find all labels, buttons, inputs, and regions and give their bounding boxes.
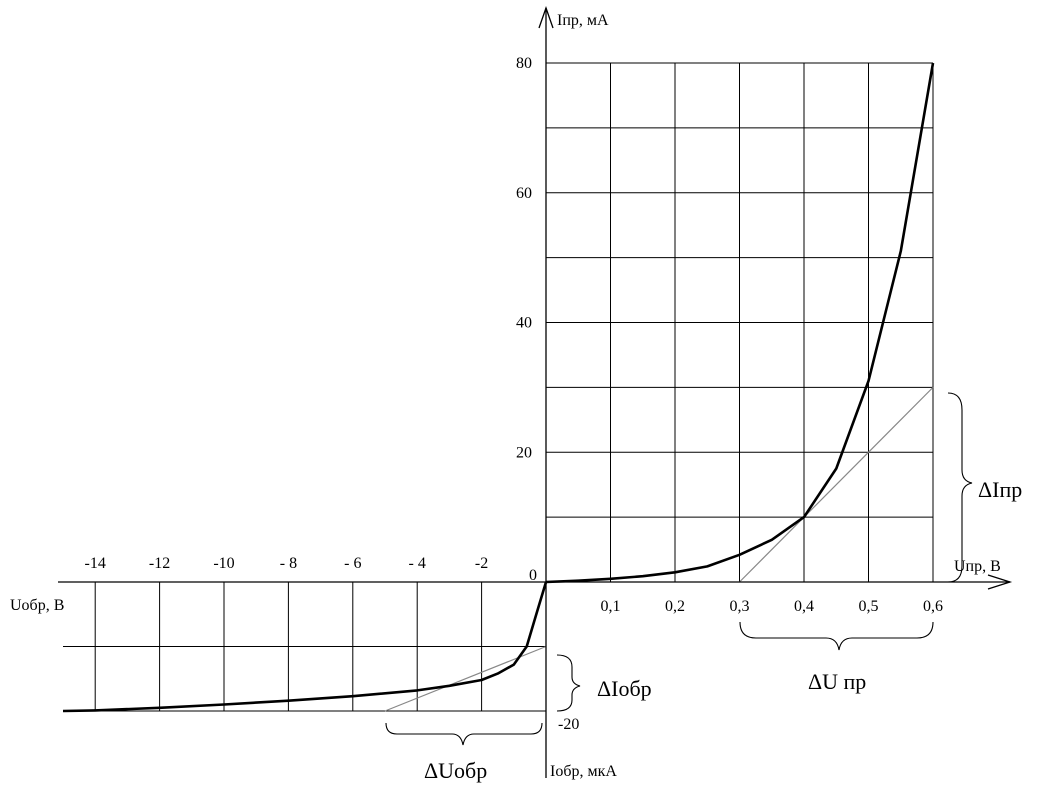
forward-voltage-tick-label: 0,6 — [923, 598, 943, 615]
delta-u-reverse-brace — [385, 722, 543, 746]
reverse-tangent-line — [384, 645, 547, 712]
delta-u-forward-brace — [739, 621, 934, 651]
reverse-voltage-tick-label: -14 — [85, 555, 106, 572]
forward-tangent-line — [739, 386, 934, 583]
reverse-current-axis-label: Iобр, мкА — [550, 763, 617, 780]
reverse-voltage-tick-label: - 6 — [344, 555, 361, 572]
delta-i-reverse-label: ΔIобр — [597, 676, 652, 701]
reverse-current-tick-label: -20 — [558, 716, 579, 733]
forward-voltage-tick-label: 0,5 — [859, 598, 879, 615]
delta-u-forward-label: ΔU пр — [808, 669, 866, 694]
reverse-iv-curve — [62, 581, 548, 713]
forward-current-axis-label: Iпр, мА — [557, 12, 609, 29]
curves — [62, 62, 935, 713]
delta-u-reverse-label: ΔUобр — [424, 758, 487, 783]
delta-i-forward-brace — [947, 392, 973, 583]
forward-voltage-tick-label: 0,2 — [665, 598, 685, 615]
forward-voltage-tick-label: 0,1 — [601, 598, 621, 615]
braces — [385, 392, 973, 746]
forward-voltage-axis-label: Uпр, В — [954, 558, 1001, 575]
forward-current-tick-label: 80 — [516, 55, 532, 72]
horizontal-axis-arrow — [987, 574, 1013, 590]
forward-voltage-tick-label: 0,4 — [794, 598, 814, 615]
forward-iv-curve — [545, 62, 935, 584]
tick-labels: 20 40 60 80 0,1 0,2 0,3 0,4 0,5 0,6 -14 -12 -10 - 8 - … — [85, 55, 943, 733]
axes — [58, 6, 1013, 778]
delta-i-forward-label: ΔIпр — [978, 477, 1022, 502]
vertical-axis-arrow — [538, 6, 554, 29]
reverse-voltage-tick-label: -2 — [475, 555, 488, 572]
reverse-voltage-tick-label: -12 — [149, 555, 170, 572]
tangent-lines — [384, 386, 934, 712]
forward-current-tick-label: 60 — [516, 185, 532, 202]
delta-i-reverse-brace — [556, 654, 581, 712]
reverse-voltage-tick-label: - 8 — [280, 555, 297, 572]
grid — [63, 62, 934, 712]
reverse-voltage-tick-label: -10 — [213, 555, 234, 572]
reverse-voltage-axis-label: Uобр, В — [10, 597, 64, 614]
origin-label: 0 — [529, 567, 537, 584]
reverse-voltage-tick-label: - 4 — [409, 555, 426, 572]
forward-voltage-tick-label: 0,3 — [730, 598, 750, 615]
forward-current-tick-label: 20 — [516, 444, 532, 461]
forward-current-tick-label: 40 — [516, 315, 532, 332]
